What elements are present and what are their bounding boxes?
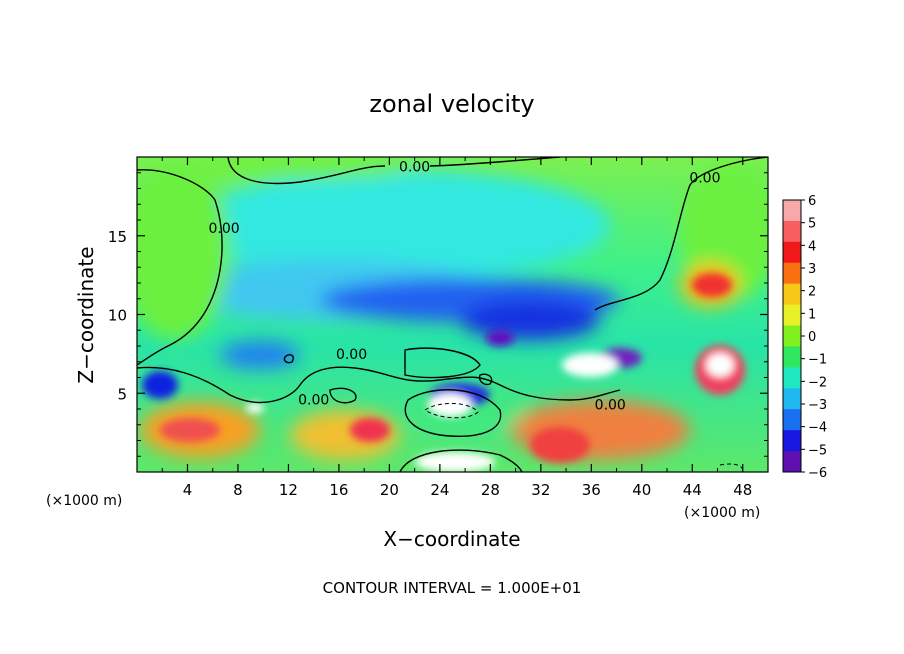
colorbar-segment bbox=[783, 367, 801, 389]
contour-label: 0.00 bbox=[689, 170, 720, 186]
colorbar-label: 3 bbox=[808, 262, 816, 277]
colorbar-segment bbox=[783, 262, 801, 285]
contour-label: 0.00 bbox=[336, 347, 367, 363]
contour-label: 0.00 bbox=[399, 159, 430, 175]
x-axis-unit-right: (×1000 m) bbox=[684, 505, 760, 521]
contour-bottom bbox=[399, 449, 523, 472]
field-white-b bbox=[428, 393, 472, 417]
contour-labels: 0.00 0.00 0.00 0.00 0.00 0.00 bbox=[208, 159, 720, 413]
colorbar-segment bbox=[783, 430, 801, 452]
contour-inner-b bbox=[404, 389, 502, 437]
colorbar-label: −3 bbox=[808, 398, 827, 413]
contour-inner-a bbox=[404, 347, 481, 379]
field-cyan-upper bbox=[190, 170, 610, 280]
field-white-d bbox=[415, 452, 495, 472]
colorbar-label: 4 bbox=[808, 239, 816, 254]
colorbar-label: −1 bbox=[808, 353, 827, 368]
colorbar-label: 6 bbox=[808, 194, 816, 209]
contour-label: 0.00 bbox=[595, 397, 626, 413]
field-blue-left bbox=[220, 341, 300, 369]
field-white-a bbox=[562, 353, 618, 377]
contour-left-lower bbox=[283, 354, 294, 364]
field-red-right bbox=[692, 273, 732, 297]
x-axis-ticks: 4 8 12 16 20 24 28 32 36 40 44 48 bbox=[161, 157, 752, 499]
colorbar: 6 5 4 3 2 1 0 −1 −2 −3 −4 −5 −6 bbox=[782, 194, 827, 481]
contour-dashed-b bbox=[719, 463, 744, 472]
x-tick-label: 40 bbox=[632, 481, 651, 499]
contour-interval-footer: CONTOUR INTERVAL = 1.000E+01 bbox=[323, 579, 582, 597]
field-green-left bbox=[137, 160, 230, 340]
field-white-c bbox=[706, 353, 734, 377]
colorbar-segment bbox=[783, 409, 801, 431]
field-purple-a bbox=[486, 330, 514, 346]
x-tick-label: 16 bbox=[329, 481, 348, 499]
x-tick-label: 36 bbox=[582, 481, 601, 499]
contour-right bbox=[594, 157, 768, 311]
contour-left bbox=[137, 169, 223, 366]
x-axis-label: X−coordinate bbox=[383, 527, 520, 551]
field-green-top bbox=[180, 157, 420, 179]
field-red-lower-b bbox=[350, 418, 390, 442]
colorbar-segment bbox=[783, 325, 801, 347]
zero-contours bbox=[137, 157, 768, 472]
contour-label: 0.00 bbox=[208, 221, 239, 237]
heatmap-area bbox=[137, 157, 768, 472]
y-axis-label: Z−coordinate bbox=[74, 246, 98, 383]
colorbar-label: 2 bbox=[808, 285, 816, 300]
x-tick-label: 12 bbox=[279, 481, 298, 499]
field-red-lower-a bbox=[530, 427, 590, 463]
colorbar-segment bbox=[783, 220, 801, 243]
field-blue-lower-left bbox=[142, 371, 178, 399]
colorbar-label: 5 bbox=[808, 217, 816, 232]
contour-inner-d bbox=[478, 373, 493, 386]
colorbar-segment bbox=[783, 200, 801, 222]
colorbar-segment bbox=[783, 388, 801, 410]
x-axis-unit-left: (×1000 m) bbox=[46, 493, 122, 509]
x-tick-label: 4 bbox=[183, 481, 193, 499]
contour-top bbox=[227, 157, 561, 185]
y-tick-label: 15 bbox=[108, 228, 127, 246]
y-axis-ticks: 5 10 15 bbox=[108, 172, 768, 457]
field-blue-deep bbox=[460, 300, 600, 340]
colorbar-segment bbox=[783, 304, 801, 327]
colorbar-segment bbox=[783, 346, 801, 368]
colorbar-label: −5 bbox=[808, 443, 827, 458]
x-tick-label: 8 bbox=[233, 481, 243, 499]
contour-dashed-a bbox=[424, 403, 479, 419]
x-tick-label: 44 bbox=[683, 481, 702, 499]
colorbar-label: 1 bbox=[808, 307, 816, 322]
x-tick-label: 28 bbox=[481, 481, 500, 499]
y-tick-label: 10 bbox=[108, 307, 127, 325]
colorbar-label: −2 bbox=[808, 375, 827, 390]
colorbar-segment bbox=[783, 241, 801, 264]
colorbar-segment bbox=[783, 283, 801, 306]
colorbar-label: 0 bbox=[808, 330, 816, 345]
colorbar-segment bbox=[783, 451, 801, 473]
x-tick-label: 48 bbox=[733, 481, 752, 499]
x-tick-label: 24 bbox=[430, 481, 449, 499]
negative-contours bbox=[424, 403, 744, 472]
x-tick-label: 20 bbox=[380, 481, 399, 499]
chart-title: zonal velocity bbox=[369, 90, 534, 118]
colorbar-label: −4 bbox=[808, 421, 827, 436]
y-tick-label: 5 bbox=[117, 385, 127, 403]
field-white-e bbox=[246, 403, 264, 413]
contour-label: 0.00 bbox=[298, 393, 329, 409]
contour-inner-c bbox=[329, 387, 357, 404]
field-red-lower-c bbox=[160, 418, 220, 442]
contour-midline bbox=[137, 366, 621, 403]
colorbar-label: −6 bbox=[808, 466, 827, 481]
x-tick-label: 32 bbox=[531, 481, 550, 499]
